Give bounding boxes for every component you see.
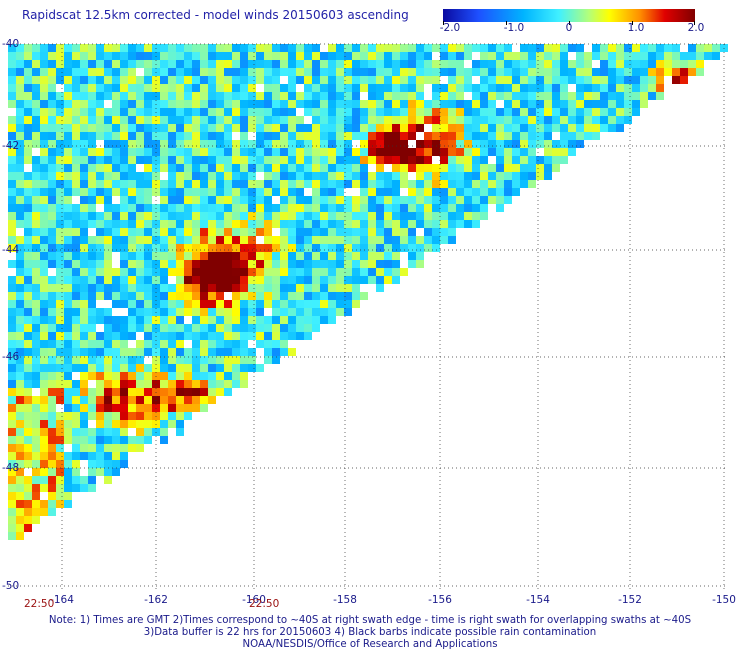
lon-label: -156 bbox=[428, 594, 452, 606]
colorbar-label: 1.0 bbox=[627, 22, 645, 34]
colorbar-tick bbox=[694, 21, 695, 25]
colorbar-label: 2.0 bbox=[687, 22, 705, 34]
lat-label: -50 bbox=[2, 580, 20, 592]
lon-label: -164 bbox=[50, 594, 74, 606]
lon-label: -158 bbox=[333, 594, 357, 606]
graticule bbox=[8, 43, 728, 590]
lat-label: -48 bbox=[2, 462, 20, 474]
swath-time-label: 22:50 bbox=[24, 598, 55, 610]
colorbar-label: -1.0 bbox=[503, 22, 525, 34]
colorbar bbox=[443, 9, 695, 22]
colorbar-tick bbox=[443, 21, 444, 25]
lon-label: -162 bbox=[144, 594, 168, 606]
colorbar-tick bbox=[569, 21, 570, 25]
footnote-line-2: 3)Data buffer is 22 hrs for 20150603 4) … bbox=[143, 627, 597, 638]
colorbar-label: -2.0 bbox=[439, 22, 461, 34]
colorbar-tick bbox=[506, 21, 507, 25]
chart-title: Rapidscat 12.5km corrected - model winds… bbox=[22, 8, 409, 22]
colorbar-label: 0 bbox=[565, 22, 573, 34]
lat-label: -44 bbox=[2, 244, 20, 256]
lat-label: -40 bbox=[2, 38, 20, 50]
lon-label: -150 bbox=[712, 594, 736, 606]
lon-label: -154 bbox=[526, 594, 550, 606]
footnote-line-1: Note: 1) Times are GMT 2)Times correspon… bbox=[48, 615, 692, 626]
swath-time-label: 22:50 bbox=[249, 598, 280, 610]
lat-label: -46 bbox=[2, 351, 20, 363]
lon-label: -152 bbox=[618, 594, 642, 606]
lat-label: -42 bbox=[2, 140, 20, 152]
colorbar-tick bbox=[632, 21, 633, 25]
lon-label: -160 bbox=[242, 594, 266, 606]
footnote-line-3: NOAA/NESDIS/Office of Research and Appli… bbox=[242, 639, 498, 650]
swath-cells bbox=[8, 44, 728, 540]
